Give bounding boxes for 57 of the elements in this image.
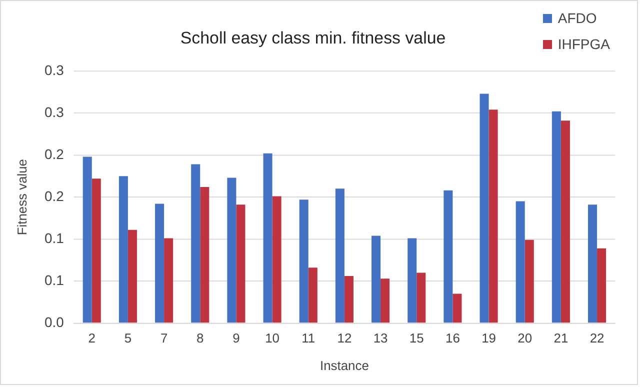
bar — [552, 111, 561, 323]
x-tick-label: 15 — [409, 330, 424, 346]
chart-title: Scholl easy class min. fitness value — [180, 28, 446, 48]
x-tick-label: 8 — [196, 330, 204, 346]
x-tick-label: 21 — [554, 330, 568, 346]
x-tick-label: 22 — [590, 330, 604, 346]
bar — [588, 204, 598, 323]
x-tick-label: 16 — [445, 330, 460, 346]
x-tick-label: 12 — [337, 330, 352, 346]
x-tick-label: 19 — [482, 330, 496, 346]
y-tick-label: 0.0 — [44, 314, 64, 330]
legend-label: AFDO — [558, 10, 597, 26]
bar — [488, 110, 498, 323]
bar — [444, 190, 453, 323]
bar — [155, 204, 164, 323]
bar — [308, 268, 318, 323]
bar — [263, 153, 272, 323]
x-tick-label: 10 — [265, 330, 280, 346]
x-tick-label: 2 — [88, 330, 96, 346]
bar — [191, 164, 200, 323]
y-tick-label: 0.3 — [44, 104, 64, 120]
bar — [516, 201, 525, 323]
bar — [380, 278, 390, 323]
bar — [416, 272, 426, 323]
y-axis-title: Fitness value — [14, 159, 30, 236]
bar — [344, 276, 354, 323]
x-tick-label: 11 — [302, 330, 316, 346]
x-tick-label: 20 — [518, 330, 532, 346]
bar — [236, 204, 246, 323]
y-tick-label: 0.3 — [44, 62, 64, 78]
bar — [335, 188, 344, 323]
bar — [480, 94, 489, 323]
bar — [408, 238, 417, 323]
bar — [272, 196, 282, 323]
y-tick-label: 0.1 — [44, 272, 64, 288]
bar — [82, 156, 92, 323]
legend-label: IHFPGA — [558, 36, 610, 52]
bar — [200, 186, 210, 323]
x-tick-label: 7 — [160, 330, 168, 346]
x-tick-label: 5 — [124, 330, 132, 346]
bar — [372, 236, 381, 323]
bar — [227, 178, 236, 323]
y-tick-label: 0.2 — [44, 146, 64, 162]
y-tick-label: 0.1 — [44, 230, 64, 246]
x-tick-label: 13 — [373, 330, 388, 346]
bar — [118, 176, 128, 323]
bar — [452, 294, 462, 323]
bar — [164, 238, 174, 323]
x-axis-title: Instance — [320, 358, 369, 373]
bar — [92, 178, 101, 323]
bar — [128, 230, 137, 323]
bar — [560, 120, 570, 323]
bar — [597, 248, 606, 323]
bar — [299, 200, 308, 323]
bar — [524, 240, 534, 323]
x-tick-label: 9 — [232, 330, 240, 346]
y-tick-label: 0.2 — [44, 188, 64, 204]
